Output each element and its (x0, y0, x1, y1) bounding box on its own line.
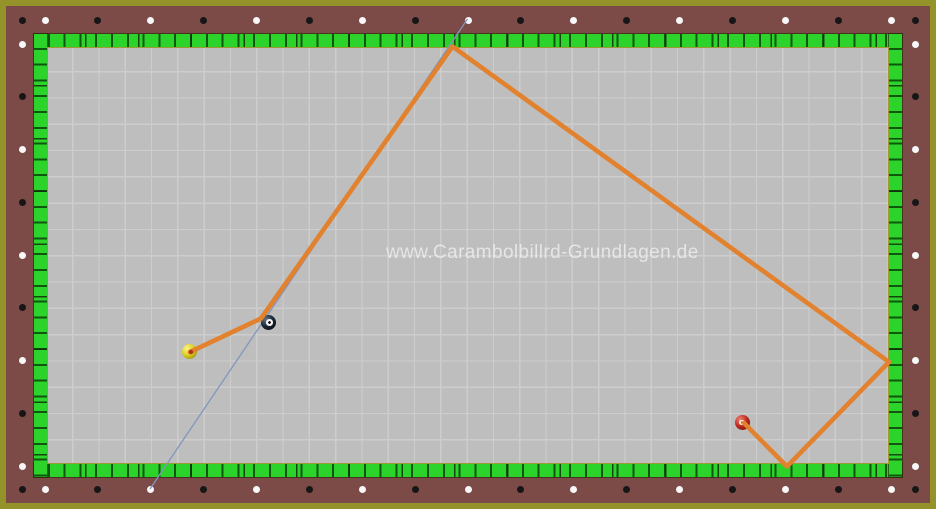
diamond-marker-black (18, 409, 26, 417)
diamond-marker-black (200, 16, 208, 24)
cushion-bottom (34, 464, 902, 477)
diamond-marker-black (623, 485, 631, 493)
diamond-marker-white (887, 485, 895, 493)
diamond-marker-white (253, 16, 260, 24)
diamond-marker-black (517, 485, 525, 493)
diamond-marker-white (911, 357, 919, 364)
yellow-cue-ball[interactable] (181, 344, 197, 359)
diamond-marker-white (41, 16, 49, 24)
diamond-marker-black (911, 485, 919, 493)
diamond-marker-black (911, 409, 919, 417)
diamond-marker-white (18, 251, 26, 259)
diamond-marker-white (911, 146, 919, 153)
diamond-marker-white (358, 16, 366, 24)
diamond-marker-white (570, 485, 578, 493)
diamond-marker-black (94, 16, 102, 24)
diamond-marker-black (911, 304, 919, 312)
diamond-marker-black (834, 485, 842, 493)
diamond-marker-black (18, 93, 26, 101)
diamond-marker-white (358, 485, 366, 493)
diamond-marker-black (305, 16, 313, 24)
watermark-text: www.Carambolbillrd-Grundlagen.de (386, 242, 699, 263)
diamond-marker-white (18, 146, 26, 153)
diamond-marker-white (781, 16, 789, 24)
diamond-marker-white (676, 485, 683, 493)
cushion-right (889, 34, 902, 477)
diamond-marker-black (18, 198, 26, 206)
diamond-marker-white (464, 16, 472, 24)
diamond-marker-black (728, 16, 736, 24)
diamond-marker-white (18, 357, 26, 364)
diamond-marker-white (18, 40, 26, 48)
diamond-marker-white (676, 16, 683, 24)
diamond-marker-black (411, 485, 419, 493)
diamond-marker-white (147, 16, 155, 24)
diamond-marker-white (18, 462, 26, 470)
diamond-marker-black (911, 93, 919, 101)
diamond-marker-white (147, 485, 155, 493)
diamond-marker-black (834, 16, 842, 24)
diamond-marker-black (18, 304, 26, 312)
black-object-ball-number-circle (266, 319, 273, 326)
diamond-marker-black (200, 485, 208, 493)
diamond-marker-black (517, 16, 525, 24)
diamond-marker-white (911, 251, 919, 259)
diamond-marker-black (18, 16, 26, 24)
diamond-marker-black (911, 198, 919, 206)
cushion-left (34, 34, 47, 477)
diamond-marker-white (41, 485, 49, 493)
diamond-marker-white (911, 40, 919, 48)
diamond-marker-black (623, 16, 631, 24)
red-object-ball[interactable] (735, 414, 750, 430)
diamond-marker-white (570, 16, 578, 24)
diamond-marker-black (18, 485, 26, 493)
diamond-marker-black (305, 485, 313, 493)
diamond-marker-white (253, 485, 260, 493)
cushion-top (34, 34, 902, 47)
black-object-ball[interactable] (260, 315, 276, 330)
diamond-marker-black (411, 16, 419, 24)
diamond-marker-white (911, 462, 919, 470)
diamond-marker-black (728, 485, 736, 493)
diamond-marker-white (887, 16, 895, 24)
diamond-marker-white (464, 485, 472, 493)
diamond-marker-black (911, 16, 919, 24)
diamond-marker-white (781, 485, 789, 493)
red-object-ball-number-circle (739, 419, 745, 426)
diamond-marker-black (94, 485, 102, 493)
